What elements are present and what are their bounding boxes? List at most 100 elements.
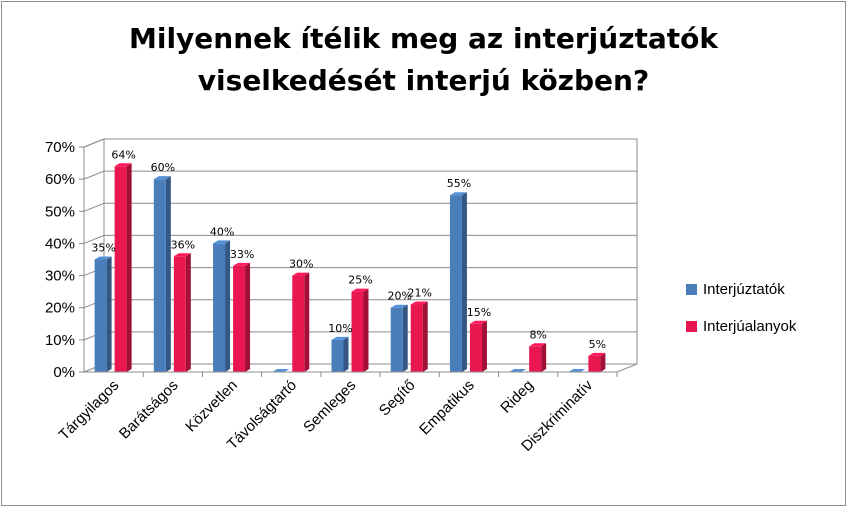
- data-label: 30%: [289, 258, 313, 271]
- bar-front: [114, 166, 127, 372]
- bar-top: [390, 304, 408, 308]
- bar-side: [481, 320, 487, 372]
- bar-front: [529, 346, 542, 372]
- bar-side: [304, 272, 310, 372]
- category-label-empatikus: Empatikus: [416, 377, 478, 439]
- bar-top: [173, 253, 191, 257]
- bar-interjuztatok-targyilagos: [94, 256, 112, 372]
- bar-interjuztatok-diszkriminativ: [568, 369, 586, 372]
- data-label: 55%: [447, 177, 471, 190]
- data-label: 35%: [91, 242, 115, 255]
- bar-interjualanyok-semleges: [351, 288, 369, 372]
- bar-interjuztatok-tavolsagtarto: [272, 369, 290, 372]
- legend-label-interjualanyok: Interjúalanyok: [703, 318, 797, 335]
- bar-side: [600, 352, 606, 372]
- chart-title-line-2: viselkedését interjú közben?: [197, 64, 650, 97]
- data-label: 36%: [171, 238, 195, 251]
- bar-front: [469, 323, 482, 372]
- bar-interjuztatok-kozvetlen: [213, 240, 231, 372]
- bar-front: [410, 304, 423, 372]
- data-label: 64%: [111, 148, 135, 161]
- bar-front: [351, 291, 364, 372]
- data-label: 5%: [589, 338, 606, 351]
- bar-front: [213, 243, 226, 372]
- data-label: 20%: [387, 290, 411, 303]
- data-label: 60%: [151, 161, 175, 174]
- bar-front: [153, 179, 166, 372]
- bar-interjuztatok-rideg: [509, 369, 527, 372]
- category-label-kozvetlen: Közvetlen: [182, 377, 241, 436]
- bar-interjualanyok-rideg: [529, 343, 547, 372]
- bar-top: [509, 369, 527, 372]
- chart-title: Milyennek ítélik meg az interjúztatók vi…: [0, 18, 847, 102]
- bar-front: [173, 256, 186, 372]
- y-tick-label: 40%: [45, 235, 75, 252]
- legend-swatch-interjuztatok: [686, 284, 697, 295]
- data-label: 8%: [529, 328, 546, 341]
- bar-top: [410, 301, 428, 305]
- bar-front: [449, 195, 462, 372]
- bar-top: [153, 176, 171, 180]
- bar-top: [469, 320, 487, 324]
- bar-side: [541, 343, 547, 372]
- bar-side: [343, 336, 349, 372]
- bar-interjualanyok-diszkriminativ: [588, 352, 606, 372]
- bar-interjuztatok-semleges: [331, 336, 349, 372]
- bar-interjualanyok-baratsagos: [173, 253, 191, 372]
- bar-side: [126, 163, 132, 372]
- bar-side: [225, 240, 231, 372]
- category-label-baratsagos: Barátságos: [116, 377, 182, 443]
- gridline: [83, 138, 637, 148]
- data-label: 10%: [328, 322, 352, 335]
- legend-swatch-interjualanyok: [686, 321, 697, 332]
- category-label-rideg: Rideg: [497, 377, 537, 417]
- y-tick-label: 0%: [53, 364, 75, 381]
- y-tick-label: 60%: [45, 171, 75, 188]
- gridline: [83, 170, 637, 180]
- y-tick-label: 20%: [45, 300, 75, 317]
- bar-interjuztatok-segito: [390, 304, 408, 372]
- y-tick-label: 30%: [45, 268, 75, 285]
- bar-front: [292, 275, 305, 372]
- bar-top: [233, 262, 251, 266]
- chart-title-line-1: Milyennek ítélik meg az interjúztatók: [128, 22, 719, 55]
- bar-interjualanyok-segito: [410, 301, 428, 372]
- bar-interjuztatok-empatikus: [449, 192, 467, 372]
- y-axis-ticks: 0% 10% 20% 30% 40% 50% 60% 70%: [45, 139, 85, 381]
- bar-front: [331, 339, 344, 372]
- bar-top: [114, 163, 132, 167]
- bar-top: [331, 336, 349, 340]
- bar-front: [233, 265, 246, 372]
- data-label: 40%: [210, 225, 234, 238]
- bar-side: [422, 301, 428, 372]
- bar-interjualanyok-tavolsagtarto: [292, 272, 310, 372]
- bar-side: [245, 262, 251, 372]
- data-label: 33%: [230, 248, 254, 261]
- bar-interjuztatok-baratsagos: [153, 176, 171, 372]
- bar-side: [185, 253, 191, 372]
- bar-side: [165, 176, 171, 372]
- category-label-segito: Segítő: [376, 377, 419, 420]
- bar-front: [94, 259, 107, 372]
- bar-top: [449, 192, 467, 196]
- data-labels: 35% 64% 60% 36% 40% 33% 30% 10% 25% 20%21% 55% 15% 8…: [91, 148, 606, 351]
- bar-interjualanyok-kozvetlen: [233, 262, 251, 372]
- bar-top: [351, 288, 369, 292]
- legend-label-interjuztatok: Interjúztatók: [703, 281, 785, 298]
- bar-top: [588, 352, 606, 356]
- bar-top: [213, 240, 231, 244]
- bars: [94, 163, 606, 372]
- bar-side: [363, 288, 369, 372]
- bar-front: [588, 355, 601, 372]
- bar-front: [390, 307, 403, 372]
- data-label: 25%: [348, 274, 372, 287]
- data-label: 21%: [407, 287, 431, 300]
- bar-top: [568, 369, 586, 372]
- bar-top: [272, 369, 290, 372]
- y-tick-label: 50%: [45, 203, 75, 220]
- y-tick-label: 10%: [45, 332, 75, 349]
- bar-top: [292, 272, 310, 276]
- category-label-targyilagos: Tárgyilagos: [56, 377, 123, 444]
